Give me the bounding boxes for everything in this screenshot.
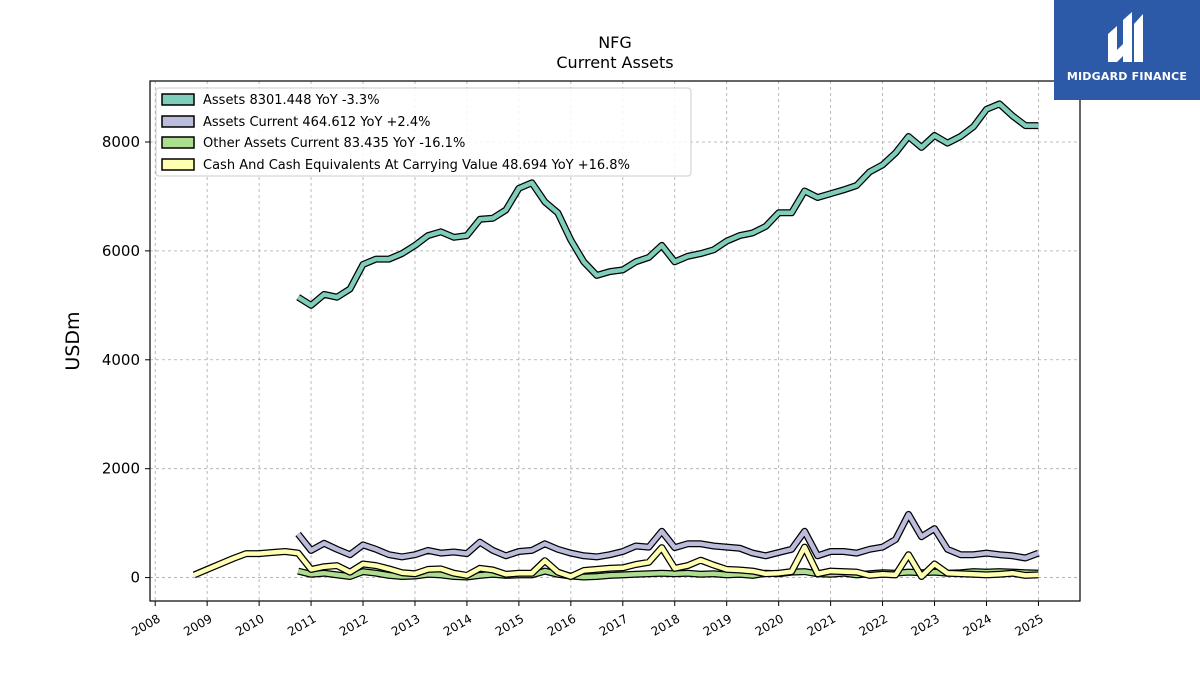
legend-swatch-assets-current [161, 115, 195, 128]
legend-label-assets: Assets 8301.448 YoY -3.3% [203, 93, 380, 108]
y-tick-label: 8000 [102, 133, 140, 151]
y-tick-label: 6000 [102, 242, 140, 260]
brand-name: MIDGARD FINANCE [1066, 70, 1188, 83]
y-tick-label: 0 [130, 569, 140, 587]
legend-label-assets-current: Assets Current 464.612 YoY +2.4% [203, 115, 430, 130]
plot-frame [149, 80, 1081, 602]
y-tick-label: 4000 [102, 351, 140, 369]
legend-label-other-assets-current: Other Assets Current 83.435 YoY -16.1% [203, 136, 465, 151]
midgard-logo-icon [1108, 12, 1143, 62]
series-assets-line [296, 101, 1039, 308]
legend-swatch-cash [161, 158, 195, 171]
series-assets-current-line [296, 512, 1040, 561]
legend: Assets 8301.448 YoY -3.3% Assets Current… [155, 87, 692, 177]
legend-label-cash: Cash And Cash Equivalents At Carrying Va… [203, 158, 630, 173]
series-cash-and-cash-equivalents-at-carrying-value-line [193, 544, 1039, 579]
series-lines [192, 100, 1040, 581]
legend-swatch-other-assets-current [161, 136, 195, 149]
y-axis-ticks: 0 2000 4000 6000 8000 [102, 133, 150, 587]
chart-subtitle: Current Assets [556, 53, 673, 72]
chart-title: NFG [598, 33, 632, 52]
y-axis-label: USDm [62, 311, 84, 370]
legend-box [155, 87, 692, 177]
y-tick-label: 2000 [102, 460, 140, 478]
legend-swatch-assets [161, 93, 195, 106]
brand-logo: MIDGARD FINANCE [1054, 0, 1200, 100]
